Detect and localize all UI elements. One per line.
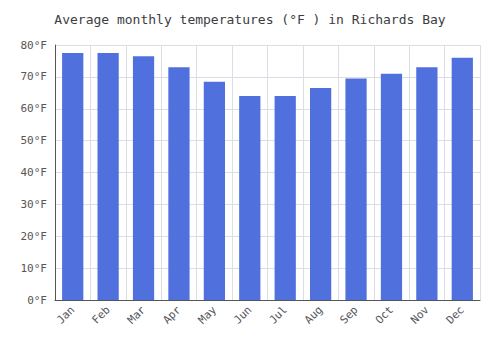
svg-text:50°F: 50°F: [21, 134, 48, 147]
svg-text:Feb: Feb: [89, 303, 112, 326]
svg-text:40°F: 40°F: [21, 166, 48, 179]
svg-text:Aug: Aug: [302, 303, 325, 326]
svg-text:Jun: Jun: [231, 303, 254, 326]
svg-text:Jan: Jan: [54, 303, 77, 326]
svg-text:Jul: Jul: [267, 303, 290, 326]
svg-text:20°F: 20°F: [21, 230, 48, 243]
svg-text:70°F: 70°F: [21, 70, 48, 83]
svg-text:60°F: 60°F: [21, 102, 48, 115]
svg-text:Dec: Dec: [444, 303, 467, 326]
svg-text:80°F: 80°F: [21, 39, 48, 52]
svg-text:Apr: Apr: [160, 303, 183, 326]
svg-text:Average monthly temperatures (: Average monthly temperatures (°F ) in Ri…: [54, 12, 446, 27]
svg-text:Sep: Sep: [337, 303, 360, 326]
svg-text:10°F: 10°F: [21, 262, 48, 275]
svg-text:30°F: 30°F: [21, 198, 48, 211]
svg-text:Mar: Mar: [125, 303, 148, 326]
svg-text:Oct: Oct: [373, 303, 396, 326]
svg-text:0°F: 0°F: [27, 294, 47, 307]
svg-text:Nov: Nov: [408, 303, 431, 326]
svg-text:May: May: [196, 303, 219, 326]
